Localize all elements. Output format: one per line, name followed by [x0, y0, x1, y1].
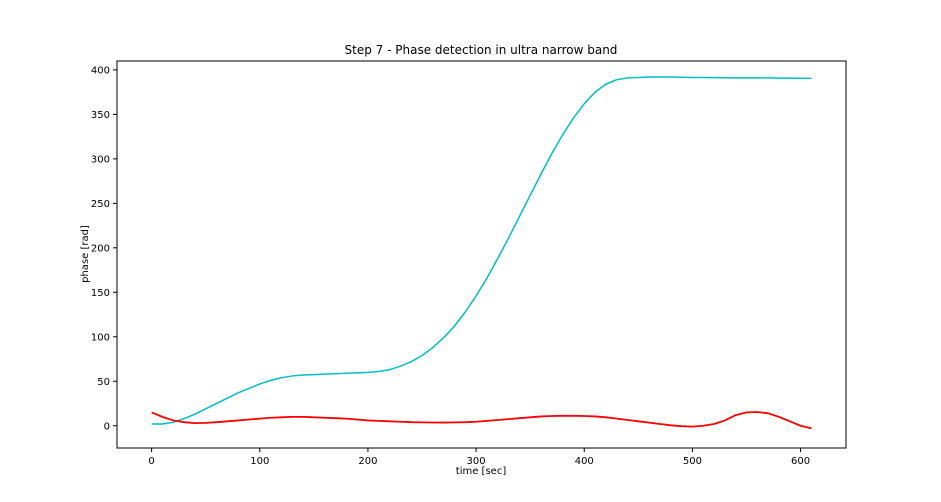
y-tick-label: 300: [91, 154, 110, 165]
y-tick-label: 350: [91, 110, 110, 121]
y-axis-ticks: 0 50 100 150 200 250 300 350 400: [91, 65, 117, 432]
x-tick-label: 500: [683, 456, 702, 467]
y-tick-label: 50: [97, 377, 110, 388]
x-tick-label: 200: [358, 456, 377, 467]
y-tick-label: 200: [91, 243, 110, 254]
x-tick-label: 600: [791, 456, 810, 467]
series-line-red: [151, 411, 812, 430]
y-axis-label: phase [rad]: [80, 225, 91, 283]
x-tick-label: 100: [250, 456, 269, 467]
x-tick-label: 0: [148, 456, 154, 467]
plot-frame: [116, 60, 847, 449]
chart-title: Step 7 - Phase detection in ultra narrow…: [345, 43, 618, 57]
x-axis-ticks: 0 100 200 300 400 500 600: [148, 448, 810, 467]
y-tick-label: 150: [91, 288, 110, 299]
x-tick-label: 300: [467, 456, 486, 467]
x-axis-label: time [sec]: [456, 466, 507, 477]
x-tick-label: 400: [575, 456, 594, 467]
y-tick-label: 250: [91, 199, 110, 210]
y-tick-label: 400: [91, 65, 110, 76]
series-line-cyan: [151, 76, 812, 425]
series-layer: [151, 76, 812, 430]
y-tick-label: 0: [104, 421, 110, 432]
y-tick-label: 100: [91, 332, 110, 343]
